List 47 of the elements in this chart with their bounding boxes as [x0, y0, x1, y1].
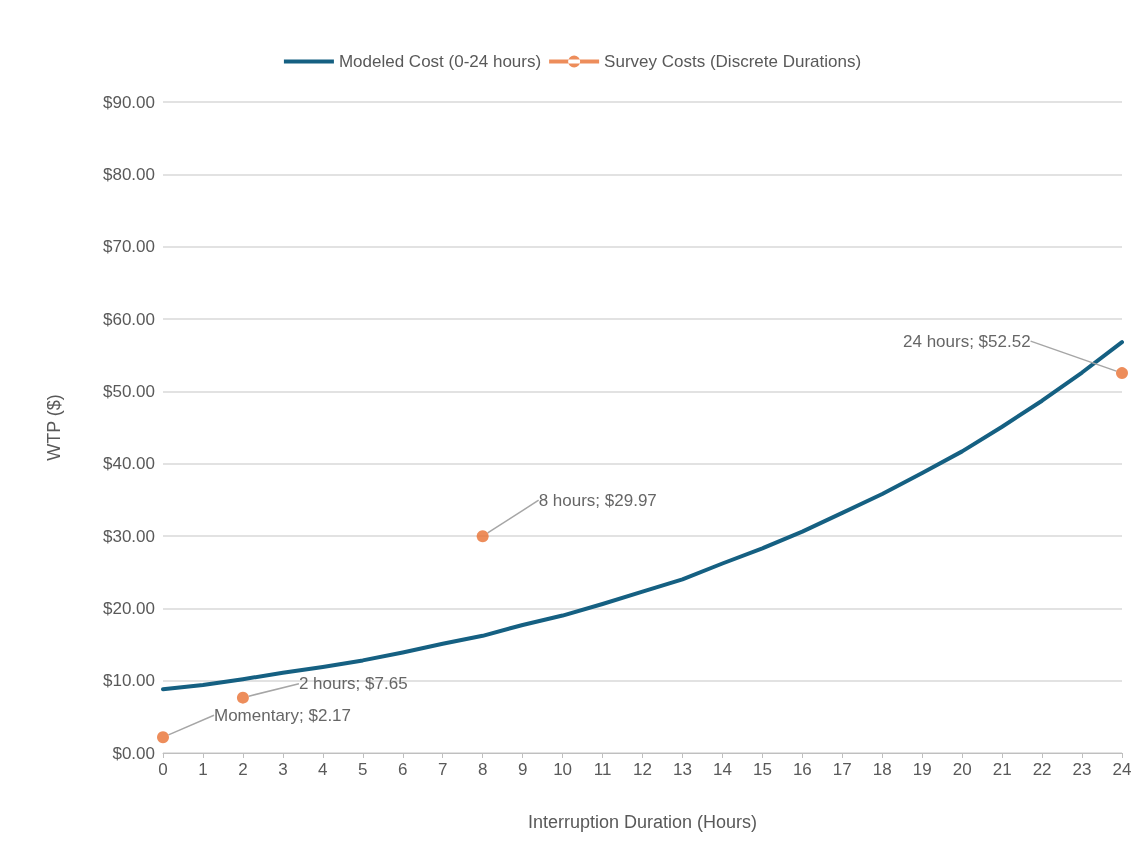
x-tick-label: 17: [832, 760, 852, 779]
x-tick-label: 19: [912, 760, 932, 779]
y-tick-label: $90.00: [103, 92, 155, 112]
x-tick-label: 20: [952, 760, 972, 779]
x-tick-label: 22: [1032, 760, 1052, 779]
x-tick-label: 4: [318, 760, 328, 779]
y-tick-label: $40.00: [103, 454, 155, 474]
data-label: 8 hours; $29.97: [538, 490, 657, 510]
x-tick-label: 5: [358, 760, 368, 779]
x-tick-label: 9: [517, 760, 528, 779]
x-tick-label: 14: [712, 760, 732, 779]
y-tick-label: $30.00: [103, 526, 155, 546]
point: [476, 530, 489, 543]
y-axis-title: WTP ($): [44, 394, 64, 461]
legend-label: Survey Costs (Discrete Durations): [604, 52, 862, 71]
x-tick-label: 12: [633, 760, 652, 779]
legend-label: Modeled Cost (0-24 hours): [338, 52, 542, 71]
x-axis-title: Interruption Duration (Hours): [527, 812, 758, 832]
y-tick-label: $0.00: [112, 743, 155, 763]
x-tick-label: 13: [673, 760, 692, 779]
y-tick-label: $80.00: [103, 164, 155, 184]
y-tick-label: $50.00: [103, 381, 155, 401]
y-tick-label: $10.00: [103, 671, 155, 691]
x-tick-label: 0: [158, 760, 168, 779]
y-tick-label: $60.00: [103, 309, 155, 329]
x-tick-label: 7: [437, 760, 448, 779]
point: [1116, 367, 1128, 380]
x-tick-label: 3: [278, 760, 288, 779]
y-tick-label: $70.00: [103, 237, 155, 257]
x-tick-label: 1: [198, 760, 208, 779]
x-tick-label: 8: [477, 760, 488, 779]
point: [236, 691, 249, 704]
point: [157, 731, 169, 744]
data-label: Momentary; $2.17: [214, 705, 352, 725]
x-tick-label: 23: [1072, 760, 1092, 779]
x-tick-label: 11: [593, 760, 612, 779]
x-tick-label: 16: [792, 760, 812, 779]
data-label: 2 hours; $7.65: [298, 674, 408, 694]
x-tick-label: 21: [992, 760, 1012, 779]
x-tick-label: 10: [553, 760, 573, 779]
x-tick-label: 6: [398, 760, 408, 779]
y-tick-label: $20.00: [103, 598, 155, 618]
x-tick-label: 18: [872, 760, 892, 779]
data-label: 24 hours; $52.52: [903, 331, 1031, 351]
x-tick-label: 24: [1112, 760, 1132, 779]
x-tick-label: 2: [238, 760, 248, 779]
x-tick-label: 15: [752, 760, 772, 779]
